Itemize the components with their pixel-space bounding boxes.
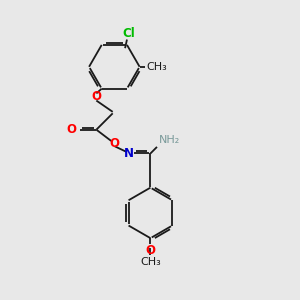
- Text: O: O: [110, 137, 120, 150]
- Text: NH₂: NH₂: [158, 134, 180, 145]
- Text: N: N: [124, 147, 134, 160]
- Text: Cl: Cl: [122, 26, 135, 40]
- Text: O: O: [66, 123, 76, 136]
- Text: CH₃: CH₃: [146, 62, 167, 72]
- Text: O: O: [92, 91, 101, 103]
- Text: CH₃: CH₃: [140, 256, 161, 267]
- Text: O: O: [146, 244, 155, 257]
